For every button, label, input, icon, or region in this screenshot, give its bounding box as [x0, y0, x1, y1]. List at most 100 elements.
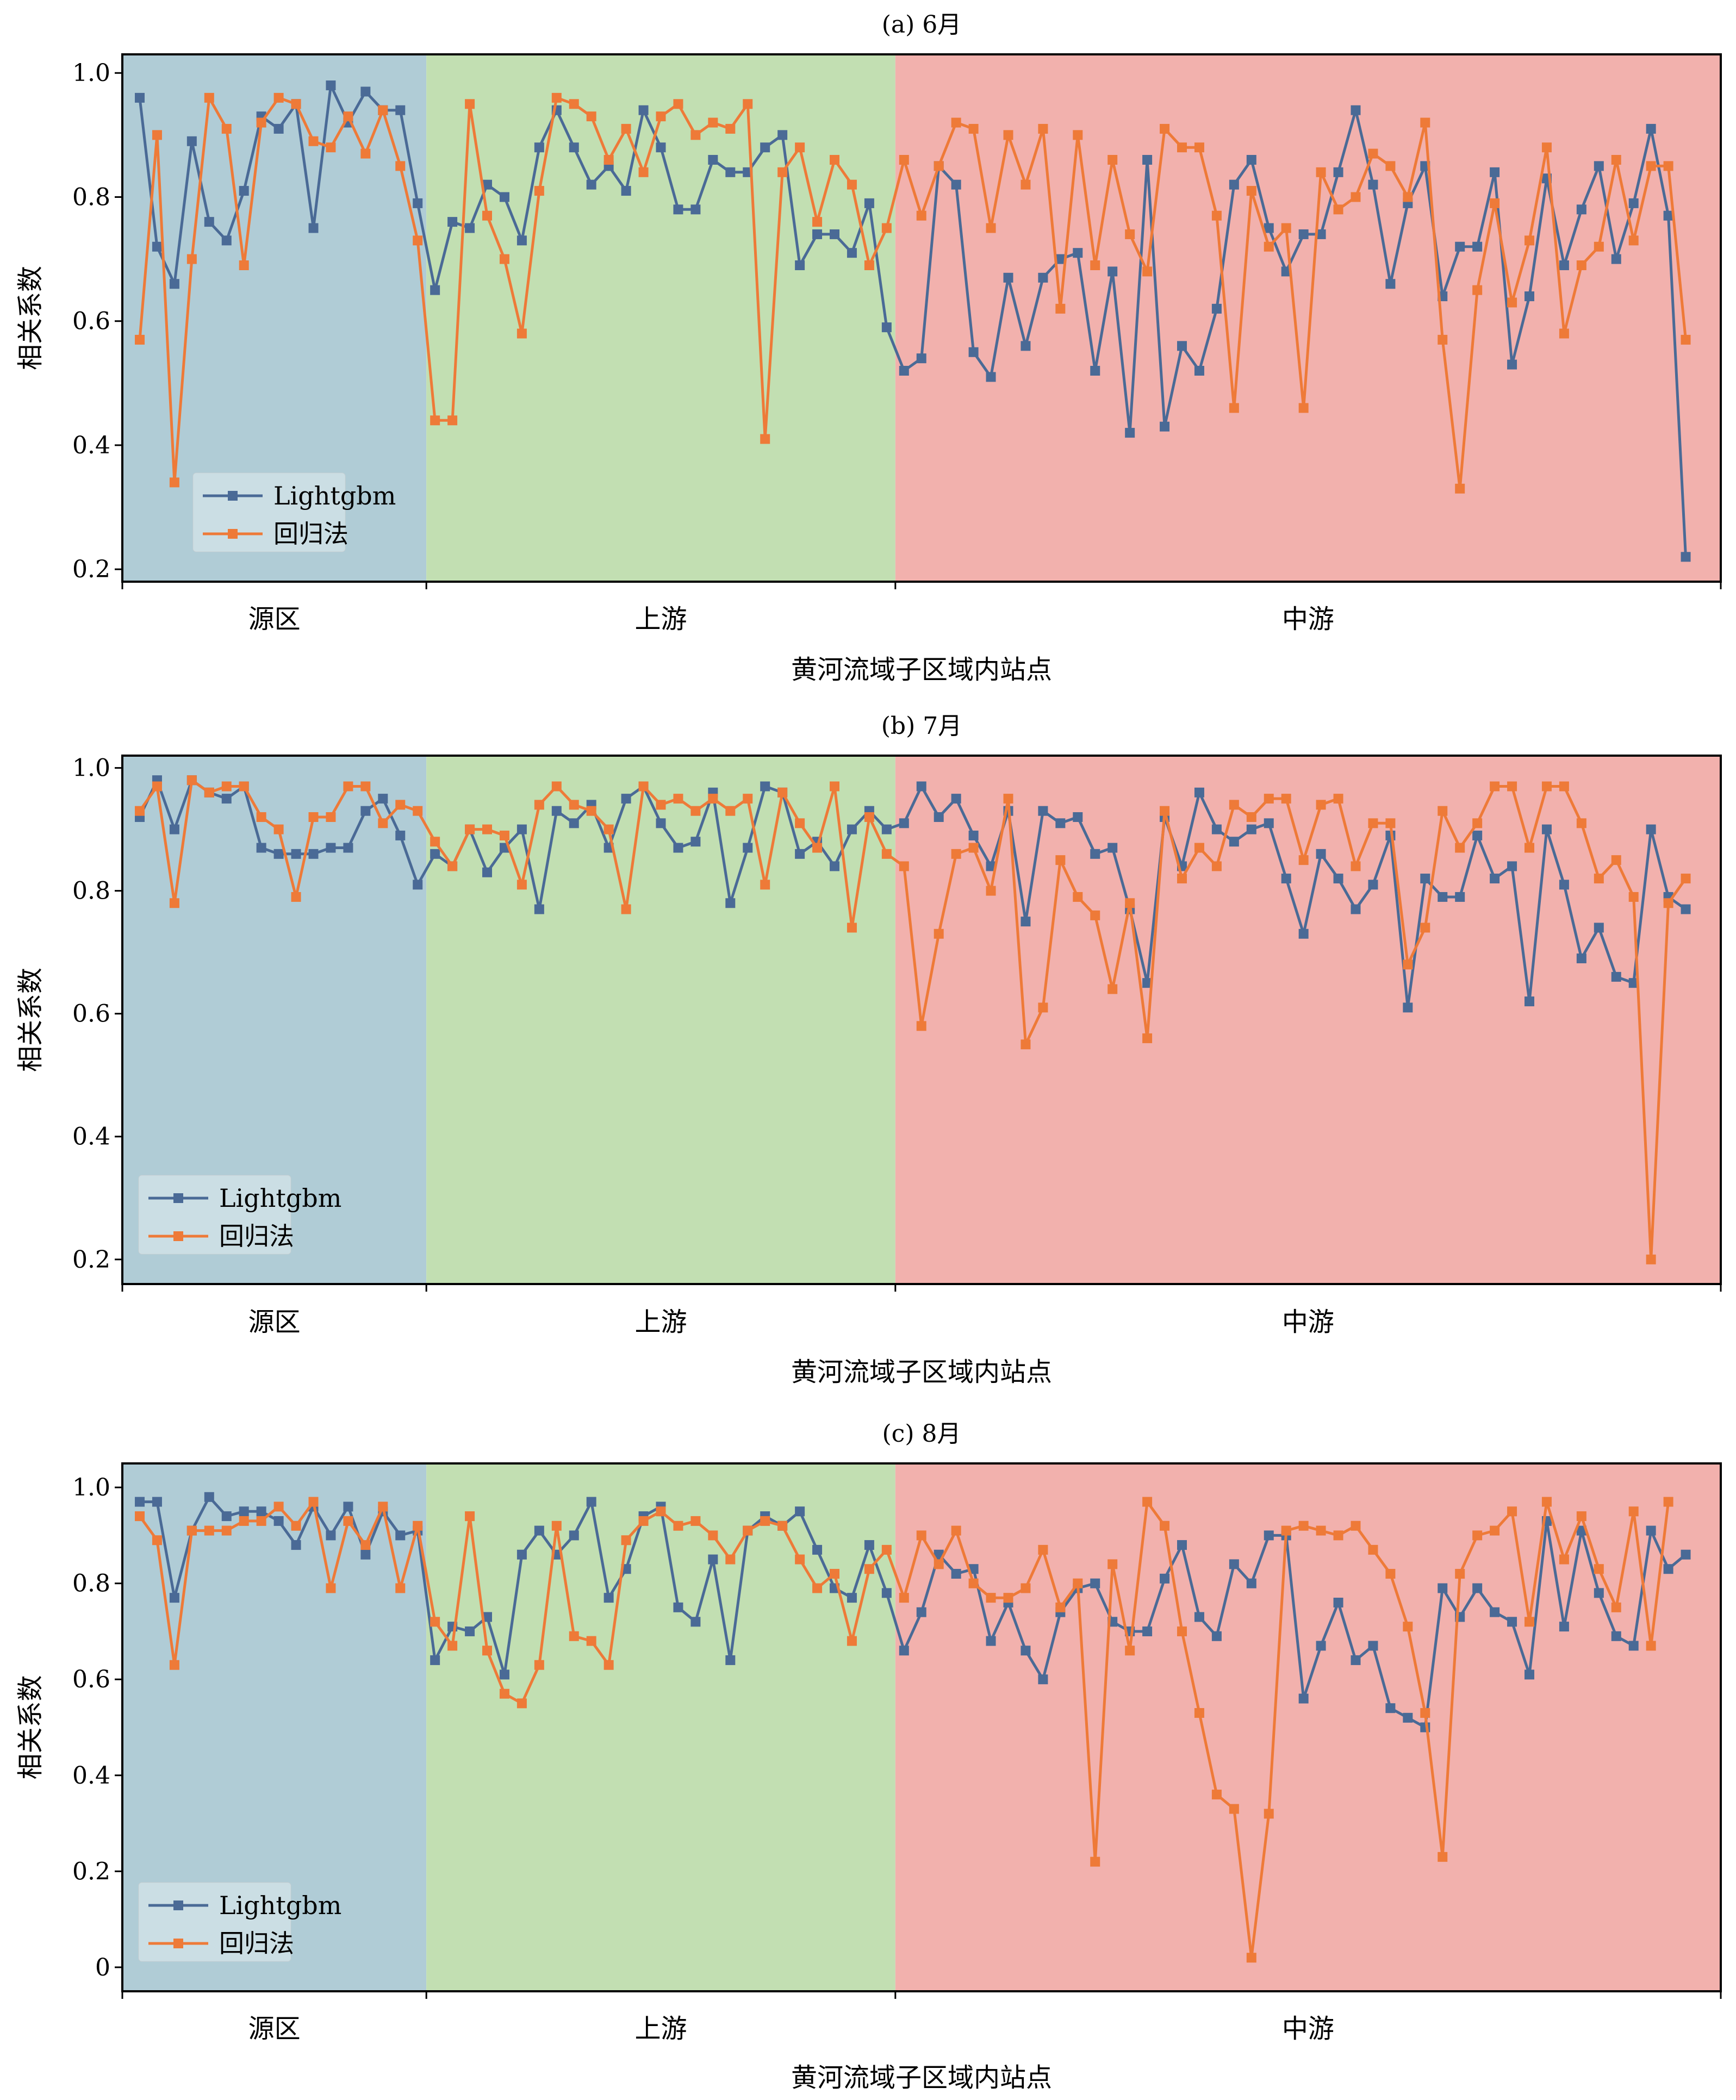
data-point: [708, 794, 718, 804]
data-point: [326, 1583, 336, 1593]
data-point: [273, 1516, 284, 1526]
data-point: [534, 904, 544, 914]
data-point: [343, 1501, 353, 1512]
data-point: [1559, 328, 1569, 339]
y-tick-label: 0.8: [72, 877, 110, 905]
data-point: [708, 155, 718, 165]
data-point: [395, 830, 406, 840]
data-point: [378, 105, 388, 115]
data-point: [777, 167, 788, 177]
data-point: [1681, 904, 1691, 914]
data-point: [1316, 1641, 1326, 1651]
data-point: [1385, 1703, 1396, 1713]
data-point: [1298, 1693, 1309, 1704]
x-tick-label: 中游: [1282, 2014, 1334, 2044]
data-point: [1628, 978, 1639, 988]
region-band-2: [426, 54, 895, 582]
data-point: [760, 880, 770, 890]
data-point: [1142, 978, 1153, 988]
data-point: [586, 806, 596, 816]
data-point: [326, 142, 336, 153]
data-point: [725, 1655, 736, 1665]
data-point: [586, 1497, 596, 1507]
data-point: [1090, 366, 1100, 376]
data-point: [482, 210, 492, 221]
data-point: [1246, 186, 1256, 196]
data-point: [1211, 824, 1222, 834]
data-point: [1403, 1002, 1413, 1013]
data-point: [656, 142, 666, 153]
data-point: [1663, 210, 1673, 221]
data-point: [934, 1559, 944, 1569]
data-point: [830, 781, 839, 792]
data-point: [743, 1525, 753, 1536]
data-point: [968, 347, 979, 357]
data-point: [916, 781, 926, 792]
data-point: [968, 830, 979, 840]
legend-marker: [173, 1193, 183, 1203]
data-point: [1490, 198, 1500, 208]
data-point: [534, 800, 544, 810]
data-point: [534, 1525, 544, 1536]
data-point: [1142, 1626, 1153, 1636]
data-point: [1628, 235, 1639, 246]
data-point: [221, 781, 232, 792]
data-point: [1472, 285, 1483, 295]
data-point: [1420, 117, 1430, 128]
data-point: [1281, 266, 1291, 277]
data-point: [899, 818, 909, 828]
data-point: [360, 86, 371, 97]
data-point: [951, 794, 961, 804]
data-point: [569, 99, 579, 109]
data-point: [326, 843, 336, 853]
y-tick-label: 1.0: [72, 1474, 110, 1501]
data-point: [1368, 880, 1378, 890]
data-point: [395, 1583, 406, 1593]
data-point: [986, 1593, 996, 1603]
data-point: [1541, 142, 1552, 153]
data-point: [916, 1530, 926, 1541]
data-point: [1351, 861, 1361, 871]
data-point: [603, 1660, 614, 1670]
data-point: [1611, 855, 1621, 865]
data-point: [1090, 1578, 1100, 1588]
data-point: [152, 1497, 162, 1507]
data-point: [430, 837, 440, 847]
data-point: [881, 1588, 892, 1598]
data-point: [326, 812, 336, 822]
data-point: [881, 824, 892, 834]
data-point: [1246, 1953, 1256, 1963]
data-point: [1490, 1525, 1500, 1536]
data-point: [621, 123, 631, 134]
data-point: [968, 1578, 979, 1588]
data-point: [673, 99, 683, 109]
data-point: [551, 92, 562, 103]
data-point: [1038, 1674, 1048, 1685]
data-point: [1316, 167, 1326, 177]
legend: Lightgbm 回归法: [192, 472, 396, 552]
data-point: [534, 1660, 544, 1670]
data-point: [499, 1669, 509, 1680]
y-tick-label: 0.2: [72, 556, 110, 583]
x-tick-label: 上游: [634, 604, 687, 634]
data-point: [1368, 179, 1378, 190]
y-tick-label: 0.4: [72, 432, 110, 459]
series-regression: [135, 1497, 1673, 1963]
data-point: [291, 849, 301, 859]
data-point: [986, 861, 996, 871]
y-tick-label: 1.0: [72, 755, 110, 782]
data-point: [413, 235, 423, 246]
data-point: [881, 849, 892, 859]
data-point: [465, 1511, 475, 1522]
data-point: [482, 1612, 492, 1622]
data-point: [447, 861, 458, 871]
series-regression: [135, 92, 1691, 494]
data-point: [1264, 818, 1274, 828]
data-point: [1403, 959, 1413, 970]
data-point: [690, 1617, 701, 1627]
data-point: [569, 800, 579, 810]
region-band-1: [122, 756, 427, 1284]
data-point: [1611, 254, 1621, 264]
data-point: [864, 1564, 874, 1574]
data-point: [1194, 1708, 1204, 1718]
